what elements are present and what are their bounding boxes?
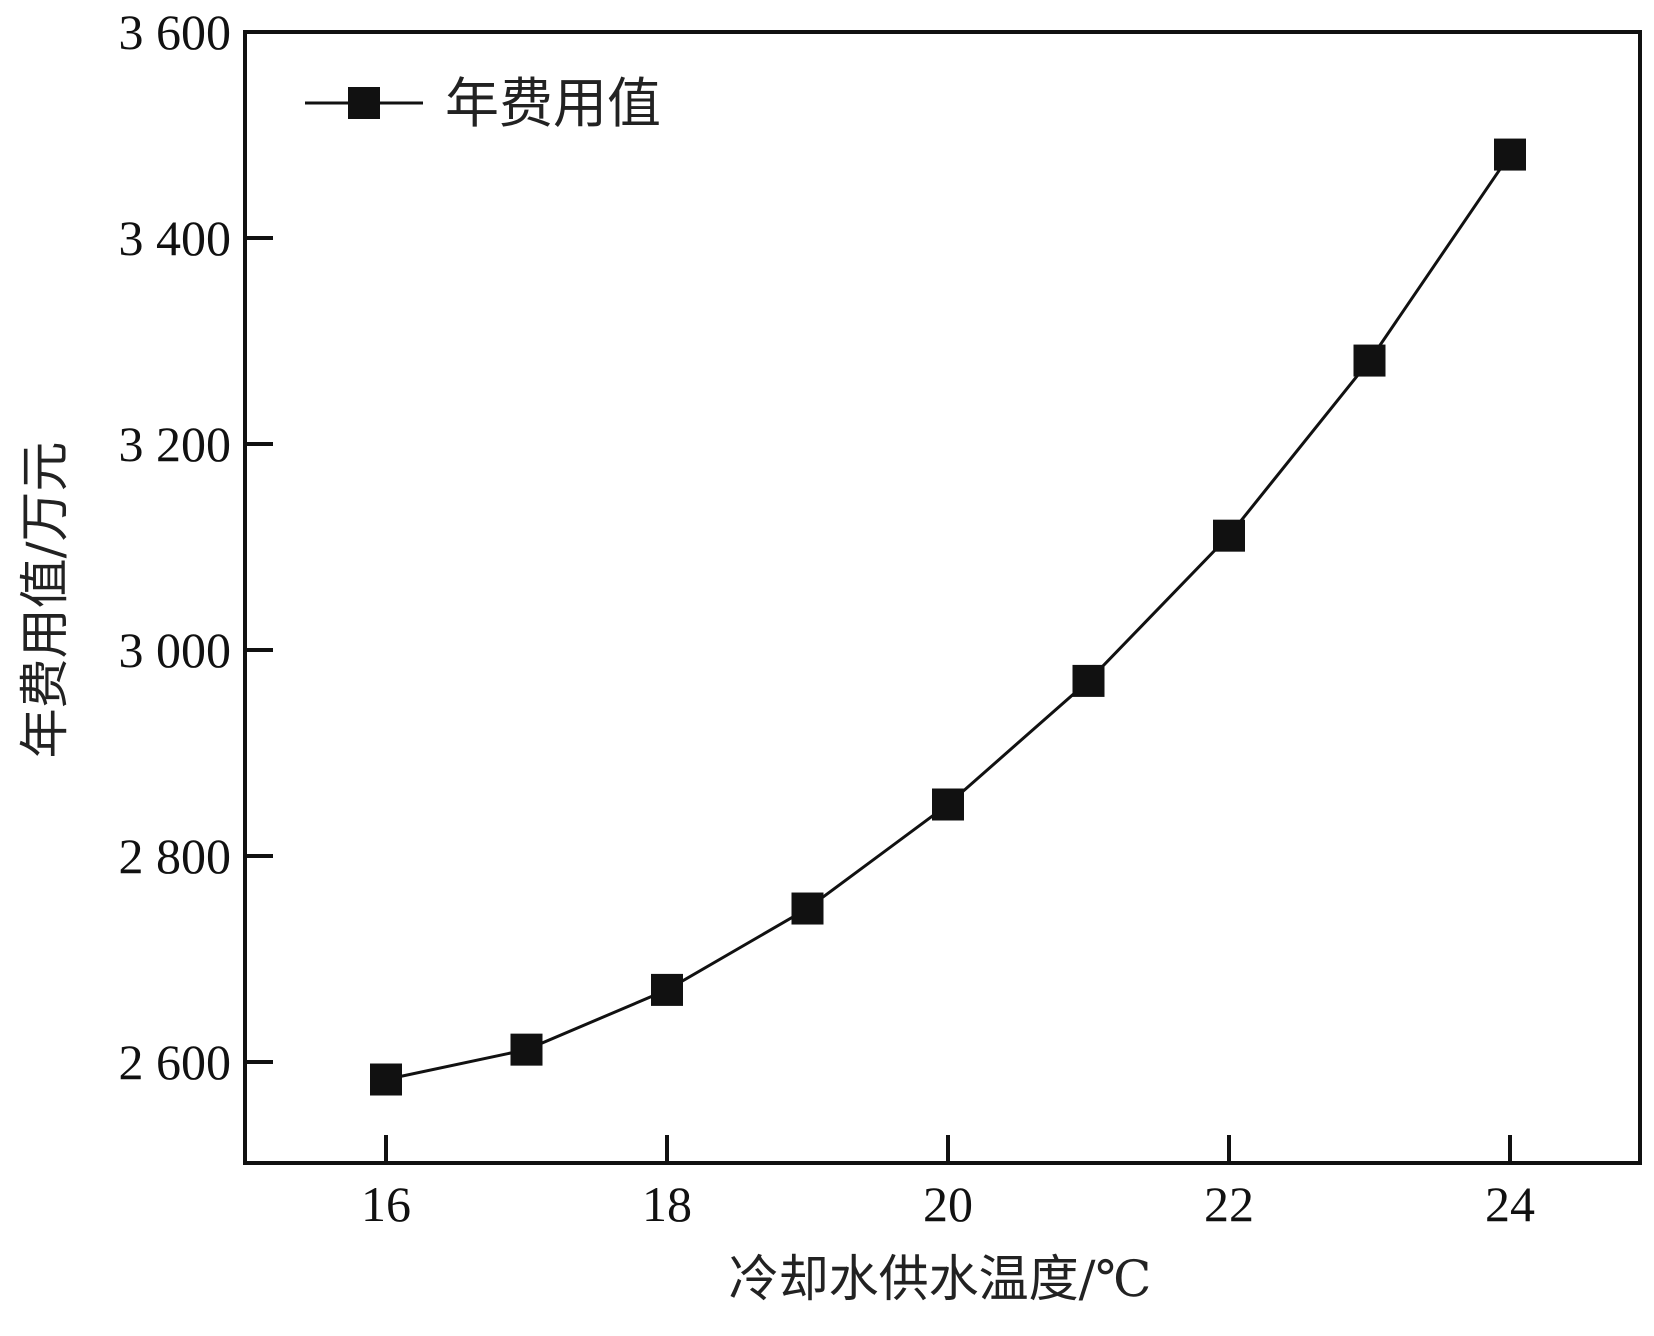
data-point [1213,519,1245,552]
series-layer [370,138,1526,1096]
data-point [1494,138,1526,171]
data-point [651,973,683,1006]
data-point [370,1063,402,1096]
y-tick-label: 2 800 [119,828,232,884]
data-point [510,1033,543,1066]
legend-entry-label: 年费用值 [445,72,661,135]
x-tick-label: 24 [1485,1176,1535,1232]
x-tick-label: 16 [361,1176,411,1232]
y-axis: 2 600 2 800 3 000 3 200 3 400 3 600 [119,4,273,1090]
data-point [1072,664,1105,697]
x-tick-label: 18 [642,1176,692,1232]
y-axis-title: 年费用值/万元 [16,442,74,759]
x-axis-title: 冷却水供水温度/℃ [729,1250,1152,1308]
y-tick-label: 3 200 [119,416,232,472]
data-point [932,788,964,821]
plot-frame [243,30,1642,1165]
y-tick-label: 3 400 [119,210,232,266]
y-tick-label: 3 600 [119,4,232,60]
x-axis: 16 18 20 22 24 [361,1135,1535,1232]
legend-marker-square [348,87,380,119]
data-point [1353,344,1386,377]
series-line [385,153,1512,1081]
legend: 年费用值 [305,72,661,135]
y-tick-label: 3 000 [119,622,232,678]
x-tick-label: 20 [923,1176,973,1232]
x-tick-label: 22 [1204,1176,1254,1232]
data-point [791,892,824,925]
y-tick-label: 2 600 [119,1034,232,1090]
